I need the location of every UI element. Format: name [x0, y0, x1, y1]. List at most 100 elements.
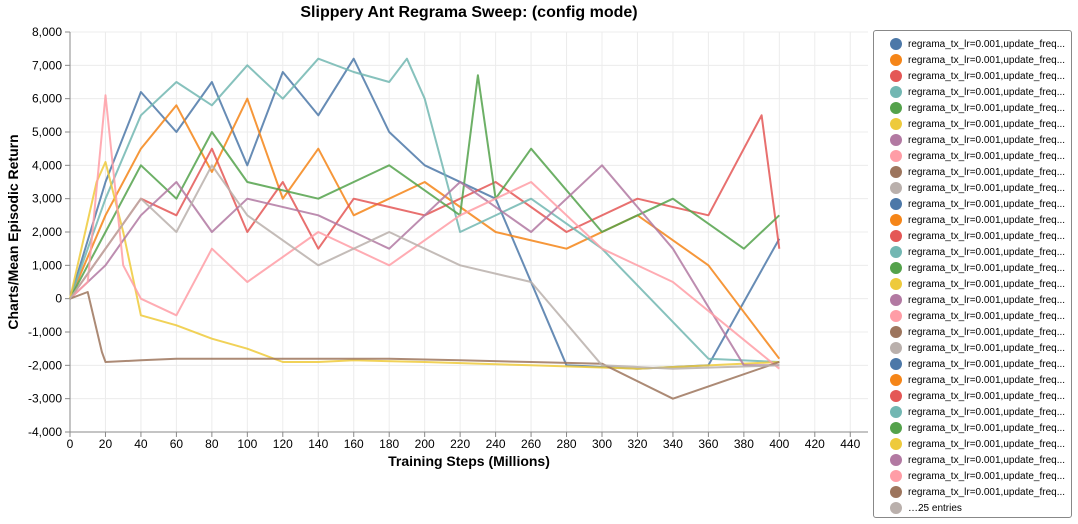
legend-item[interactable]: regrama_tx_lr=0.001,update_freq... — [890, 212, 1071, 228]
legend-item[interactable]: regrama_tx_lr=0.001,update_freq... — [890, 260, 1071, 276]
legend-label: regrama_tx_lr=0.001,update_freq... — [908, 54, 1066, 66]
legend-label: regrama_tx_lr=0.001,update_freq... — [908, 182, 1066, 194]
legend-item[interactable]: regrama_tx_lr=0.001,update_freq... — [890, 436, 1071, 452]
legend-item[interactable]: regrama_tx_lr=0.001,update_freq... — [890, 148, 1071, 164]
legend-swatch — [890, 326, 902, 338]
legend-label: regrama_tx_lr=0.001,update_freq... — [908, 454, 1066, 466]
legend-label: regrama_tx_lr=0.001,update_freq... — [908, 438, 1066, 450]
legend-item[interactable]: regrama_tx_lr=0.001,update_freq... — [890, 52, 1071, 68]
y-tick-label: 2,000 — [32, 225, 62, 239]
legend-item[interactable]: regrama_tx_lr=0.001,update_freq... — [890, 164, 1071, 180]
legend-swatch — [890, 214, 902, 226]
legend-swatch — [890, 278, 902, 290]
legend-swatch — [890, 182, 902, 194]
x-tick-label: 80 — [205, 437, 219, 451]
legend-item[interactable]: regrama_tx_lr=0.001,update_freq... — [890, 276, 1071, 292]
legend-label: regrama_tx_lr=0.001,update_freq... — [908, 166, 1066, 178]
legend-item[interactable]: regrama_tx_lr=0.001,update_freq... — [890, 100, 1071, 116]
legend-label: regrama_tx_lr=0.001,update_freq... — [908, 326, 1066, 338]
legend-item[interactable]: regrama_tx_lr=0.001,update_freq... — [890, 84, 1071, 100]
legend-label: regrama_tx_lr=0.001,update_freq... — [908, 262, 1066, 274]
series-line[interactable] — [69, 57, 780, 363]
legend-item[interactable]: regrama_tx_lr=0.001,update_freq... — [890, 68, 1071, 84]
legend-item[interactable]: regrama_tx_lr=0.001,update_freq... — [890, 404, 1071, 420]
legend-label: regrama_tx_lr=0.001,update_freq... — [908, 374, 1066, 386]
x-tick-label: 240 — [486, 437, 506, 451]
legend-swatch — [890, 198, 902, 210]
x-axis-title: Training Steps (Millions) — [388, 453, 550, 469]
legend-swatch — [890, 230, 902, 242]
legend-swatch — [890, 86, 902, 98]
y-axis-title: Charts/Mean Episodic Return — [5, 134, 21, 329]
legend-item[interactable]: regrama_tx_lr=0.001,update_freq... — [890, 308, 1071, 324]
legend-item[interactable]: regrama_tx_lr=0.001,update_freq... — [890, 356, 1071, 372]
legend-label: regrama_tx_lr=0.001,update_freq... — [908, 406, 1066, 418]
x-tick-label: 320 — [627, 437, 647, 451]
y-tick-label: 0 — [55, 292, 62, 306]
x-tick-label: 20 — [99, 437, 113, 451]
x-tick-label: 100 — [237, 437, 257, 451]
chart-plot[interactable]: 0 20 40 60 80 100 120 140 160 180 200 220 240 260 280 3… — [0, 0, 870, 524]
series-line[interactable] — [69, 74, 780, 300]
legend-label: regrama_tx_lr=0.001,update_freq... — [908, 70, 1066, 82]
x-tick-label: 400 — [769, 437, 789, 451]
y-tick-label: 5,000 — [32, 125, 62, 139]
series-line[interactable] — [69, 164, 780, 367]
x-tick-label: 360 — [698, 437, 718, 451]
series-line[interactable] — [69, 291, 780, 400]
legend-label: regrama_tx_lr=0.001,update_freq... — [908, 230, 1066, 242]
legend-swatch — [890, 294, 902, 306]
legend-swatch — [890, 38, 902, 50]
x-tick-label: 280 — [557, 437, 577, 451]
legend-label: regrama_tx_lr=0.001,update_freq... — [908, 134, 1066, 146]
legend-swatch — [890, 118, 902, 130]
legend-swatch — [890, 374, 902, 386]
series-line[interactable] — [69, 161, 780, 370]
x-tick-label: 180 — [379, 437, 399, 451]
legend-swatch — [890, 262, 902, 274]
x-tick-label: 0 — [67, 437, 74, 451]
legend-label: regrama_tx_lr=0.001,update_freq... — [908, 470, 1066, 482]
x-tick-label: 340 — [663, 437, 683, 451]
x-tick-label: 300 — [592, 437, 612, 451]
legend: regrama_tx_lr=0.001,update_freq... regram… — [873, 30, 1072, 518]
legend-label: regrama_tx_lr=0.001,update_freq... — [908, 198, 1066, 210]
y-tick-label: 7,000 — [32, 58, 62, 72]
legend-item[interactable]: …25 entries — [890, 500, 1071, 516]
legend-label: regrama_tx_lr=0.001,update_freq... — [908, 342, 1066, 354]
y-tick-label: -4,000 — [28, 425, 62, 439]
legend-label: regrama_tx_lr=0.001,update_freq... — [908, 294, 1066, 306]
legend-swatch — [890, 166, 902, 178]
legend-item[interactable]: regrama_tx_lr=0.001,update_freq... — [890, 372, 1071, 388]
legend-item[interactable]: regrama_tx_lr=0.001,update_freq... — [890, 420, 1071, 436]
y-tick-label: 1,000 — [32, 258, 62, 272]
legend-item[interactable]: regrama_tx_lr=0.001,update_freq... — [890, 388, 1071, 404]
y-tick-label: 8,000 — [32, 25, 62, 39]
legend-item[interactable]: regrama_tx_lr=0.001,update_freq... — [890, 116, 1071, 132]
legend-item[interactable]: regrama_tx_lr=0.001,update_freq... — [890, 324, 1071, 340]
legend-item[interactable]: regrama_tx_lr=0.001,update_freq... — [890, 340, 1071, 356]
series-line[interactable] — [69, 164, 780, 370]
legend-item[interactable]: regrama_tx_lr=0.001,update_freq... — [890, 452, 1071, 468]
legend-item[interactable]: regrama_tx_lr=0.001,update_freq... — [890, 132, 1071, 148]
legend-item[interactable]: regrama_tx_lr=0.001,update_freq... — [890, 36, 1071, 52]
legend-item[interactable]: regrama_tx_lr=0.001,update_freq... — [890, 244, 1071, 260]
legend-item[interactable]: regrama_tx_lr=0.001,update_freq... — [890, 228, 1071, 244]
legend-swatch — [890, 134, 902, 146]
legend-item[interactable]: regrama_tx_lr=0.001,update_freq... — [890, 196, 1071, 212]
legend-swatch — [890, 422, 902, 434]
legend-item[interactable]: regrama_tx_lr=0.001,update_freq... — [890, 292, 1071, 308]
legend-swatch — [890, 246, 902, 258]
legend-label: regrama_tx_lr=0.001,update_freq... — [908, 422, 1066, 434]
legend-swatch — [890, 470, 902, 482]
legend-item[interactable]: regrama_tx_lr=0.001,update_freq... — [890, 468, 1071, 484]
legend-swatch — [890, 406, 902, 418]
legend-swatch — [890, 502, 902, 514]
legend-item[interactable]: regrama_tx_lr=0.001,update_freq... — [890, 484, 1071, 500]
legend-item[interactable]: regrama_tx_lr=0.001,update_freq... — [890, 180, 1071, 196]
series-line[interactable] — [69, 94, 780, 370]
y-tick-label: -1,000 — [28, 325, 62, 339]
legend-label: regrama_tx_lr=0.001,update_freq... — [908, 214, 1066, 226]
axes: 0 20 40 60 80 100 120 140 160 180 200 220 240 260 280 3… — [28, 25, 868, 451]
legend-swatch — [890, 102, 902, 114]
